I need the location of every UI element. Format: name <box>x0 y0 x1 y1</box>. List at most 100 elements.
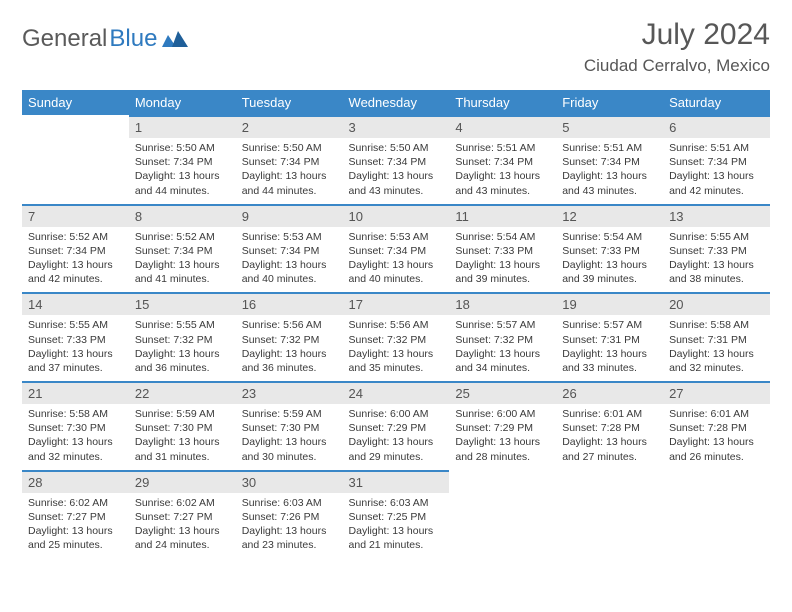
day-line: Daylight: 13 hours <box>562 435 657 449</box>
day-line: Daylight: 13 hours <box>28 524 123 538</box>
day-number: 14 <box>22 292 129 315</box>
day-number: 8 <box>129 204 236 227</box>
day-line: Sunset: 7:29 PM <box>455 421 550 435</box>
day-number: 29 <box>129 470 236 493</box>
calendar-week-row: 7Sunrise: 5:52 AMSunset: 7:34 PMDaylight… <box>22 204 770 293</box>
day-body: Sunrise: 5:51 AMSunset: 7:34 PMDaylight:… <box>663 138 770 204</box>
day-body: Sunrise: 5:52 AMSunset: 7:34 PMDaylight:… <box>22 227 129 293</box>
day-line: Daylight: 13 hours <box>242 524 337 538</box>
day-number: 18 <box>449 292 556 315</box>
day-line: Daylight: 13 hours <box>242 347 337 361</box>
day-body: Sunrise: 5:53 AMSunset: 7:34 PMDaylight:… <box>236 227 343 293</box>
day-line: Sunrise: 5:56 AM <box>349 318 444 332</box>
day-number: 17 <box>343 292 450 315</box>
day-line: Sunset: 7:34 PM <box>562 155 657 169</box>
weekday-header: Monday <box>129 90 236 115</box>
day-line: Sunrise: 5:54 AM <box>562 230 657 244</box>
day-line: Sunset: 7:33 PM <box>455 244 550 258</box>
day-line: Sunrise: 6:00 AM <box>455 407 550 421</box>
day-line: and 32 minutes. <box>669 361 764 375</box>
calendar-day-cell <box>556 470 663 559</box>
calendar-day-cell: 13Sunrise: 5:55 AMSunset: 7:33 PMDayligh… <box>663 204 770 293</box>
day-body <box>22 138 129 147</box>
day-line: and 37 minutes. <box>28 361 123 375</box>
day-body: Sunrise: 5:56 AMSunset: 7:32 PMDaylight:… <box>343 315 450 381</box>
day-body: Sunrise: 6:01 AMSunset: 7:28 PMDaylight:… <box>556 404 663 470</box>
day-line: Sunrise: 5:53 AM <box>349 230 444 244</box>
day-number: 27 <box>663 381 770 404</box>
day-line: and 44 minutes. <box>242 184 337 198</box>
day-body: Sunrise: 6:03 AMSunset: 7:26 PMDaylight:… <box>236 493 343 559</box>
day-line: Sunrise: 5:55 AM <box>669 230 764 244</box>
logo-word1: General <box>22 25 107 53</box>
day-line: Sunset: 7:30 PM <box>28 421 123 435</box>
header: GeneralBlue July 2024 Ciudad Cerralvo, M… <box>22 18 770 76</box>
calendar-day-cell: 5Sunrise: 5:51 AMSunset: 7:34 PMDaylight… <box>556 115 663 204</box>
calendar-day-cell: 21Sunrise: 5:58 AMSunset: 7:30 PMDayligh… <box>22 381 129 470</box>
day-number: 15 <box>129 292 236 315</box>
calendar-day-cell: 26Sunrise: 6:01 AMSunset: 7:28 PMDayligh… <box>556 381 663 470</box>
day-number: 30 <box>236 470 343 493</box>
day-body: Sunrise: 5:58 AMSunset: 7:30 PMDaylight:… <box>22 404 129 470</box>
day-line: and 24 minutes. <box>135 538 230 552</box>
day-body <box>556 493 663 502</box>
day-line: Sunrise: 6:01 AM <box>562 407 657 421</box>
day-line: Daylight: 13 hours <box>135 524 230 538</box>
day-body: Sunrise: 5:57 AMSunset: 7:31 PMDaylight:… <box>556 315 663 381</box>
day-line: Daylight: 13 hours <box>455 258 550 272</box>
calendar-day-cell <box>22 115 129 204</box>
day-line: Daylight: 13 hours <box>242 435 337 449</box>
day-line: Sunset: 7:31 PM <box>669 333 764 347</box>
day-body: Sunrise: 6:02 AMSunset: 7:27 PMDaylight:… <box>129 493 236 559</box>
day-body: Sunrise: 5:55 AMSunset: 7:32 PMDaylight:… <box>129 315 236 381</box>
calendar-day-cell: 19Sunrise: 5:57 AMSunset: 7:31 PMDayligh… <box>556 292 663 381</box>
day-body: Sunrise: 6:03 AMSunset: 7:25 PMDaylight:… <box>343 493 450 559</box>
calendar-day-cell: 9Sunrise: 5:53 AMSunset: 7:34 PMDaylight… <box>236 204 343 293</box>
day-body: Sunrise: 5:51 AMSunset: 7:34 PMDaylight:… <box>556 138 663 204</box>
day-line: Sunset: 7:34 PM <box>349 155 444 169</box>
weekday-header: Friday <box>556 90 663 115</box>
day-line: and 38 minutes. <box>669 272 764 286</box>
calendar-day-cell <box>663 470 770 559</box>
day-number: 21 <box>22 381 129 404</box>
logo-mark-icon <box>162 26 188 54</box>
calendar-day-cell: 24Sunrise: 6:00 AMSunset: 7:29 PMDayligh… <box>343 381 450 470</box>
day-line: Sunset: 7:26 PM <box>242 510 337 524</box>
day-line: Sunrise: 5:51 AM <box>669 141 764 155</box>
day-body <box>663 493 770 502</box>
day-number: 3 <box>343 115 450 138</box>
calendar-day-cell: 20Sunrise: 5:58 AMSunset: 7:31 PMDayligh… <box>663 292 770 381</box>
day-line: Sunrise: 5:50 AM <box>135 141 230 155</box>
day-line: and 40 minutes. <box>242 272 337 286</box>
day-line: Daylight: 13 hours <box>28 435 123 449</box>
calendar-day-cell: 31Sunrise: 6:03 AMSunset: 7:25 PMDayligh… <box>343 470 450 559</box>
day-line: and 25 minutes. <box>28 538 123 552</box>
day-line: Sunset: 7:29 PM <box>349 421 444 435</box>
day-body: Sunrise: 5:50 AMSunset: 7:34 PMDaylight:… <box>236 138 343 204</box>
day-line: Sunrise: 5:57 AM <box>562 318 657 332</box>
month-title: July 2024 <box>584 18 770 52</box>
day-number: 20 <box>663 292 770 315</box>
day-line: Daylight: 13 hours <box>349 169 444 183</box>
day-line: and 40 minutes. <box>349 272 444 286</box>
calendar-day-cell: 12Sunrise: 5:54 AMSunset: 7:33 PMDayligh… <box>556 204 663 293</box>
day-line: Sunrise: 5:51 AM <box>455 141 550 155</box>
location: Ciudad Cerralvo, Mexico <box>584 56 770 76</box>
day-line: Sunset: 7:34 PM <box>349 244 444 258</box>
day-line: Sunrise: 5:52 AM <box>28 230 123 244</box>
day-line: Sunset: 7:28 PM <box>562 421 657 435</box>
day-body: Sunrise: 5:54 AMSunset: 7:33 PMDaylight:… <box>556 227 663 293</box>
day-line: Sunset: 7:31 PM <box>562 333 657 347</box>
day-line: Sunset: 7:34 PM <box>28 244 123 258</box>
day-line: and 43 minutes. <box>349 184 444 198</box>
calendar-day-cell: 11Sunrise: 5:54 AMSunset: 7:33 PMDayligh… <box>449 204 556 293</box>
weekday-header: Tuesday <box>236 90 343 115</box>
day-line: Daylight: 13 hours <box>455 347 550 361</box>
day-line: Sunrise: 5:55 AM <box>135 318 230 332</box>
day-line: Sunrise: 5:55 AM <box>28 318 123 332</box>
day-body: Sunrise: 5:56 AMSunset: 7:32 PMDaylight:… <box>236 315 343 381</box>
day-line: Sunset: 7:34 PM <box>242 155 337 169</box>
day-line: Sunset: 7:30 PM <box>135 421 230 435</box>
day-line: and 33 minutes. <box>562 361 657 375</box>
day-body <box>449 493 556 502</box>
